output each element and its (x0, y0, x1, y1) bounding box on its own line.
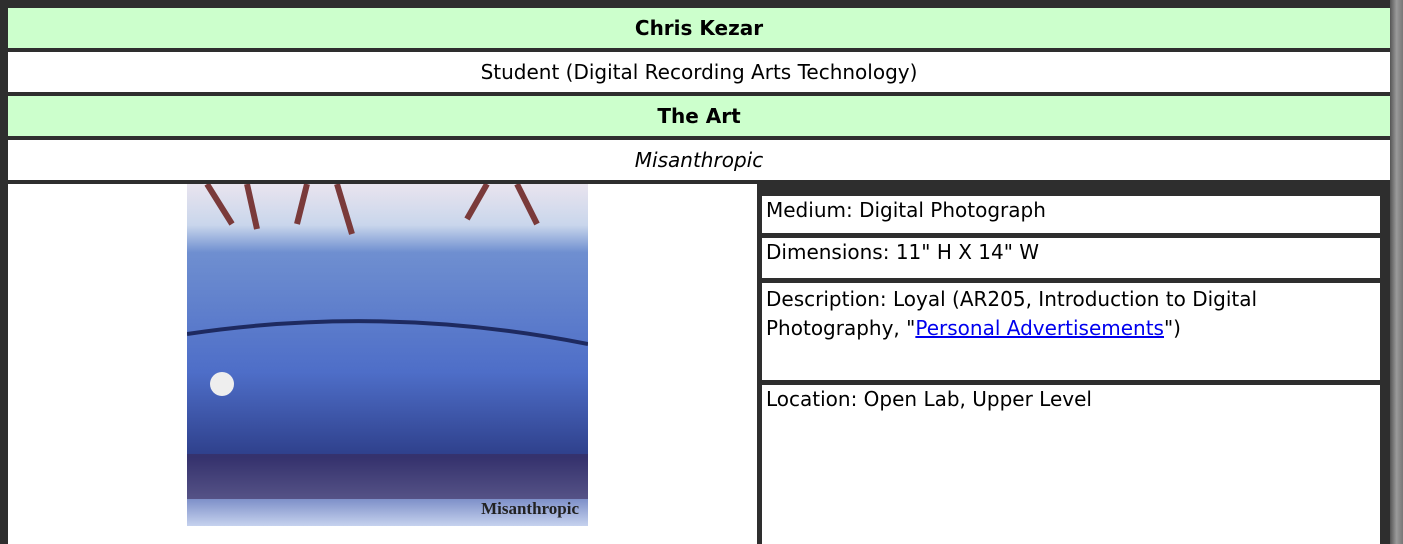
table-edge (1390, 0, 1403, 544)
section-title: The Art (657, 104, 741, 128)
artwork-image: Misanthropic (187, 184, 588, 526)
role: Student (Digital Recording Arts Technolo… (480, 60, 918, 84)
medium-cell: Medium: Digital Photograph (762, 196, 1380, 233)
dimensions: Dimensions: 11" H X 14" W (766, 240, 1040, 264)
role-cell: Student (Digital Recording Arts Technolo… (8, 52, 1390, 92)
image-caption: Misanthropic (481, 499, 579, 518)
description-suffix: ") (1163, 316, 1181, 340)
work-title-cell: Misanthropic (8, 140, 1390, 180)
dimensions-cell: Dimensions: 11" H X 14" W (762, 238, 1380, 278)
section-cell: The Art (8, 96, 1390, 136)
name-cell: Chris Kezar (8, 8, 1390, 48)
image-cell: Misanthropic (8, 184, 757, 544)
description-link[interactable]: Personal Advertisements (915, 316, 1164, 340)
name: Chris Kezar (634, 16, 764, 40)
location: Location: Open Lab, Upper Level (766, 387, 1092, 411)
medium: Medium: Digital Photograph (766, 198, 1046, 222)
work-title: Misanthropic (634, 148, 764, 172)
description-prefix: Description: Loyal (AR205, Introduction … (766, 287, 1258, 340)
description-cell: Description: Loyal (AR205, Introduction … (762, 283, 1380, 380)
location-cell: Location: Open Lab, Upper Level (762, 385, 1380, 544)
